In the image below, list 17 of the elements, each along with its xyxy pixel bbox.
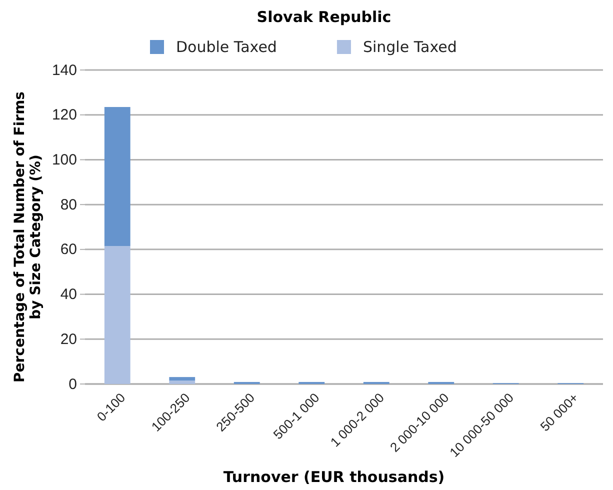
- y-tick-label: 140: [52, 62, 77, 79]
- y-tick-label: 40: [60, 286, 77, 304]
- bar: [169, 377, 196, 381]
- y-tick-label: 20: [60, 330, 77, 348]
- bar: [169, 380, 196, 384]
- y-tick-label: 60: [60, 241, 77, 258]
- bar: [104, 246, 130, 384]
- y-tick-label: 0: [68, 376, 77, 393]
- legend-label: Single Taxed: [362, 38, 457, 56]
- y-axis-title: Percentage of Total Number of Firms by Size Category (%): [12, 92, 44, 382]
- bar: [104, 107, 130, 246]
- y-tick-label: 80: [60, 196, 77, 214]
- y-tick-label: 100: [52, 152, 77, 169]
- legend-label: Double Taxed: [176, 38, 277, 56]
- x-axis-title: Turnover (EUR thousands): [223, 468, 445, 486]
- y-tick-label: 120: [52, 106, 77, 124]
- chart-title: Slovak Republic: [256, 8, 392, 26]
